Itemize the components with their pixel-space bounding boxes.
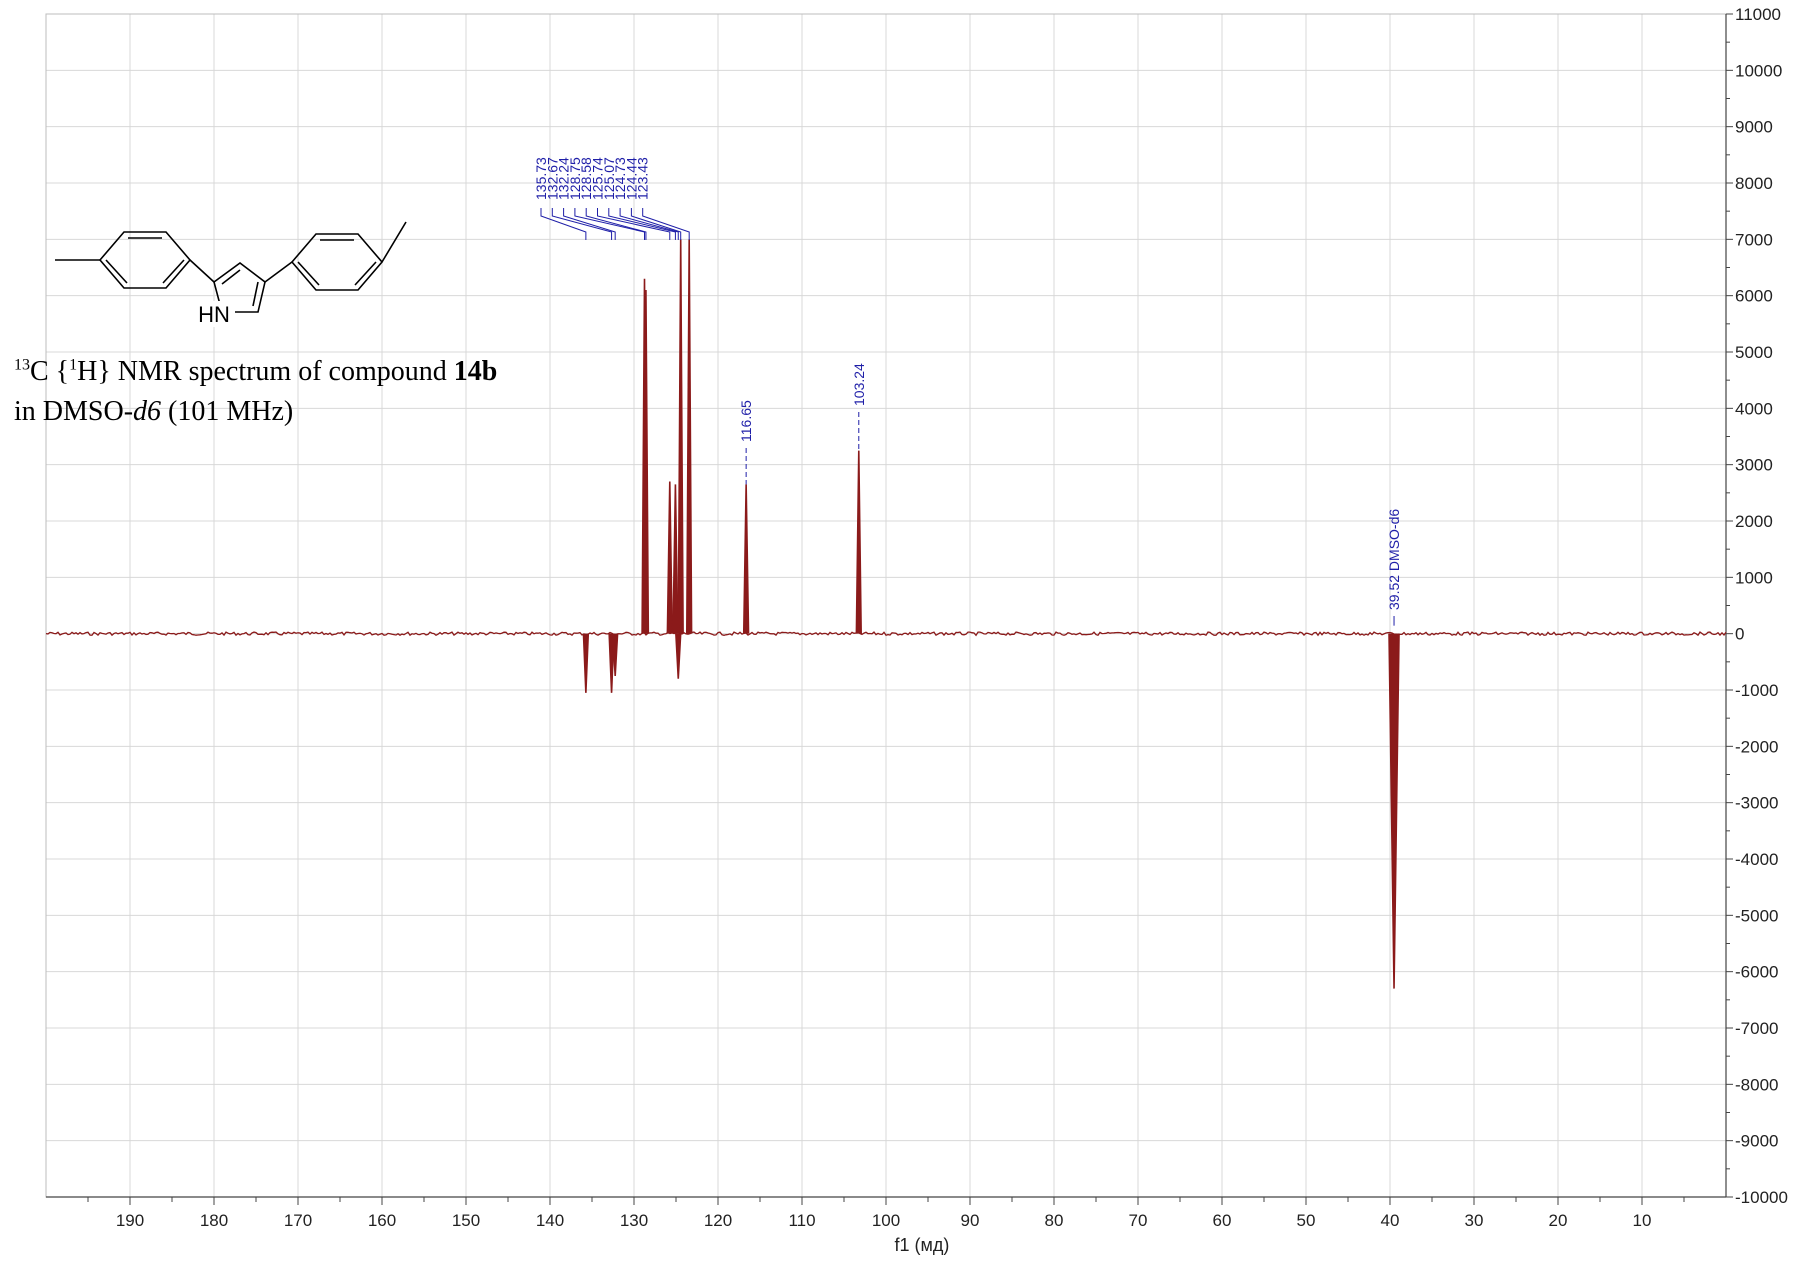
peak-connector [642,208,690,240]
caption-text-b: H} NMR spectrum of compound [77,356,454,387]
y-tick-label: -7000 [1735,1019,1778,1038]
spectrum-baseline [45,631,1727,637]
spectrum-peak [675,633,682,679]
spectrum-peak [677,239,684,634]
grid-lines [46,13,1726,1198]
spectrum-peak [666,481,673,634]
peak-connector [630,208,682,240]
x-tick-label: 170 [284,1211,312,1230]
y-tick-label: 5000 [1735,343,1773,362]
y-tick-label: -1000 [1735,681,1778,700]
spectrum-peak [1388,633,1400,989]
spectrum-peak [611,633,619,676]
y-tick-label: -2000 [1735,737,1778,756]
x-tick-label: 130 [620,1211,648,1230]
peak-label: 125.74 [590,157,606,200]
x-tick-label: 40 [1381,1211,1400,1230]
x-tick-label: 100 [872,1211,900,1230]
y-tick-label: 9000 [1735,118,1773,137]
peak-connector [608,208,676,240]
caption-line-1: 13C {1H} NMR spectrum of compound 14b [14,356,497,388]
x-tick-label: 60 [1213,1211,1232,1230]
x-tick-label: 180 [200,1211,228,1230]
y-tick-label: 3000 [1735,456,1773,475]
x-tick-label: 120 [704,1211,732,1230]
y-tick-label: -3000 [1735,794,1778,813]
peak-label: 128.75 [567,157,583,200]
caption-solvent-a: in DMSO- [14,396,134,427]
y-tick-label: -9000 [1735,1132,1778,1151]
x-axis-title: f1 (мд) [895,1235,950,1255]
x-tick-label: 20 [1549,1211,1568,1230]
caption-text-a: C { [30,356,70,387]
y-tick-label: 7000 [1735,230,1773,249]
peak-connector [551,208,613,240]
caption-line-2: in DMSO-d6 (101 MHz) [14,396,293,428]
spectrum-peak [685,239,693,634]
caption-sup-1: 1 [69,356,78,374]
x-tick-label: 150 [452,1211,480,1230]
spectrum-peaks [582,239,1400,989]
peak-label: 124.73 [612,157,628,200]
peak-label: 39.52 DMSO-d6 [1386,509,1402,610]
x-tick-label: 30 [1465,1211,1484,1230]
peak-connector [597,208,671,240]
x-tick-label: 80 [1045,1211,1064,1230]
y-tick-label: 2000 [1735,512,1773,531]
peak-label: 123.43 [635,157,651,200]
peak-label: 135.73 [533,157,549,200]
peak-label: 116.65 [738,400,754,442]
y-tick-label: -8000 [1735,1075,1778,1094]
caption-solvent-italic: d6 [133,396,162,427]
y-tick-label: 6000 [1735,287,1773,306]
y-tick-label: 4000 [1735,399,1773,418]
x-tick-label: 160 [368,1211,396,1230]
peak-label: 132.24 [556,157,572,200]
x-tick-label: 140 [536,1211,564,1230]
x-tick-label: 50 [1297,1211,1316,1230]
y-tick-label: -5000 [1735,906,1778,925]
spectrum-peak [855,450,862,634]
y-tick-label: 8000 [1735,174,1773,193]
x-tick-label: 190 [116,1211,144,1230]
spectrum-peak [582,633,590,693]
spectrum-peak [642,290,650,634]
nh-label-bg [193,301,235,327]
peak-connector [585,208,647,240]
peak-label: 124.44 [623,157,639,200]
y-tick-label: -10000 [1735,1188,1788,1207]
x-tick-label: 110 [788,1211,815,1230]
peak-label: 132.67 [544,157,560,200]
y-tick-label: 11000 [1735,5,1781,24]
compound-label: 14b [453,356,498,387]
peak-connector [540,208,587,240]
y-tick-label: -4000 [1735,850,1778,869]
x-axis: 190 180 170 160 150 140 130 120 110 100 90 80 70 60 50… [46,1196,1726,1230]
x-tick-label: 10 [1633,1211,1652,1230]
y-tick-label: 1000 [1735,568,1773,587]
nh-label: HN [198,302,230,327]
x-tick-label: 70 [1129,1211,1148,1230]
y-tick-label: 10000 [1735,61,1782,80]
peak-connector [574,208,645,240]
y-tick-label: 0 [1735,625,1744,644]
peak-label: 125.07 [601,157,617,200]
y-axis: 1100010000900080007000600050004000300020… [1725,5,1788,1207]
x-tick-label: 90 [961,1211,980,1230]
peak-connector [619,208,679,240]
peak-label: 103.24 [851,363,867,406]
molecule-structure [55,221,407,313]
peak-labels: 135.73132.67132.24128.75128.58125.74125.… [533,157,1402,626]
spectrum-peak [742,484,750,634]
caption-solvent-b: (101 MHz) [161,396,294,427]
peak-connector [563,208,616,240]
peak-label: 128.58 [578,157,594,200]
caption-sup-13: 13 [14,356,30,374]
spectrum-peak [672,484,679,634]
y-tick-label: -6000 [1735,963,1778,982]
